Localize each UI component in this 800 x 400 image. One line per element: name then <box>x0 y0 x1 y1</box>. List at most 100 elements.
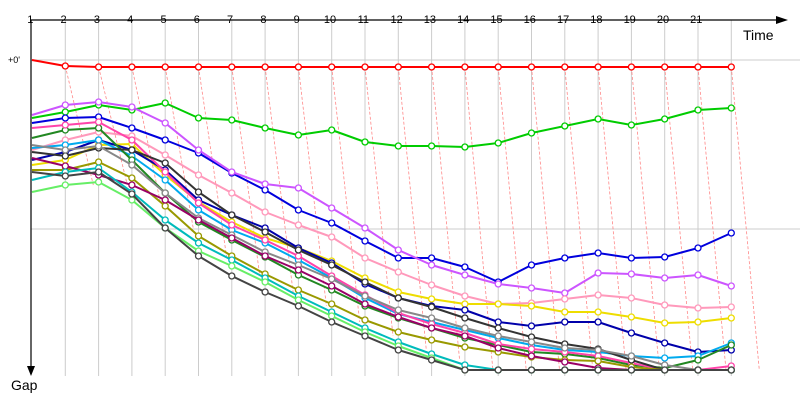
series-point <box>561 344 569 352</box>
zero-gap-label: +0' <box>8 55 20 65</box>
series-point <box>461 314 469 322</box>
lap-label: 14 <box>457 14 469 26</box>
series-point <box>394 313 402 321</box>
series-point <box>427 356 436 364</box>
series-point <box>128 181 136 189</box>
series-point <box>561 63 569 71</box>
series-point <box>294 266 303 274</box>
series-point <box>461 263 469 271</box>
series-point <box>661 354 669 362</box>
series-point <box>661 339 669 347</box>
series-point <box>694 271 702 279</box>
series-point <box>561 295 569 303</box>
series-point <box>661 115 669 123</box>
series-point <box>361 332 369 340</box>
series-point <box>194 252 203 260</box>
series-point <box>328 300 336 308</box>
series-point <box>61 162 69 170</box>
series-point <box>727 314 735 322</box>
series-15 <box>31 164 735 374</box>
series-point <box>294 252 303 260</box>
series-point <box>128 63 136 71</box>
series-line <box>31 101 732 294</box>
series-point <box>194 188 203 196</box>
series-point <box>328 318 336 326</box>
lap-label: 16 <box>524 14 536 26</box>
series-point <box>527 352 536 360</box>
lap-connector <box>331 66 361 323</box>
series-point <box>161 168 169 176</box>
lap-label: 21 <box>690 14 702 26</box>
lap-connector <box>631 66 660 371</box>
series-point <box>161 202 169 210</box>
series-point <box>461 324 469 332</box>
series-point <box>694 318 702 326</box>
lap-label: 4 <box>127 14 133 26</box>
series-point <box>627 329 636 337</box>
series-point <box>461 366 469 374</box>
series-point <box>61 62 69 70</box>
series-point <box>594 318 602 326</box>
series-2 <box>31 99 735 151</box>
series-point <box>694 63 702 71</box>
series-point <box>228 211 236 219</box>
series-point <box>627 352 636 360</box>
lap-label: 18 <box>590 14 602 26</box>
series-point <box>228 272 236 280</box>
series-point <box>727 366 735 374</box>
series-line <box>31 131 732 309</box>
axes <box>27 16 788 376</box>
series-point <box>61 101 69 109</box>
series-point <box>61 121 69 129</box>
series-point <box>361 138 369 146</box>
series-point <box>328 219 336 227</box>
series-point <box>694 244 702 252</box>
series-line <box>31 181 732 371</box>
lap-connector <box>597 66 627 371</box>
series-point <box>294 131 303 139</box>
series-point <box>161 159 169 167</box>
series-point <box>94 142 103 150</box>
series-point <box>94 98 103 106</box>
series-point <box>494 366 502 374</box>
series-point <box>527 345 536 353</box>
series-point <box>661 253 669 261</box>
series-point <box>61 152 69 160</box>
series-point <box>494 318 502 326</box>
series-line <box>31 144 732 371</box>
series-point <box>527 322 536 330</box>
series-point <box>261 180 269 188</box>
series-point <box>228 256 236 264</box>
series-point <box>561 366 569 374</box>
series-point <box>361 224 369 232</box>
series-point <box>427 261 436 269</box>
series-point <box>461 143 469 151</box>
series-point <box>427 63 436 71</box>
series-point <box>394 294 402 302</box>
series-point <box>161 189 169 197</box>
series-point <box>328 126 336 134</box>
series-line <box>31 102 732 148</box>
lap-label: 11 <box>358 14 369 26</box>
lap-connector <box>231 66 261 277</box>
series-point <box>228 234 236 242</box>
series-point <box>394 246 402 254</box>
series-point <box>128 103 136 111</box>
series-point <box>128 196 136 204</box>
series-point <box>594 366 602 374</box>
series-point <box>661 301 669 309</box>
series-point <box>527 302 536 310</box>
series-point <box>328 261 336 269</box>
series-point <box>261 278 269 286</box>
series-point <box>261 236 269 244</box>
series-point <box>161 63 169 71</box>
series-point <box>294 296 303 304</box>
series-line <box>31 171 732 371</box>
series-point <box>161 151 169 159</box>
series-point <box>328 233 336 241</box>
series-point <box>261 228 269 236</box>
lap-label: 5 <box>160 14 166 26</box>
series-point <box>627 366 636 374</box>
series-point <box>461 300 469 308</box>
